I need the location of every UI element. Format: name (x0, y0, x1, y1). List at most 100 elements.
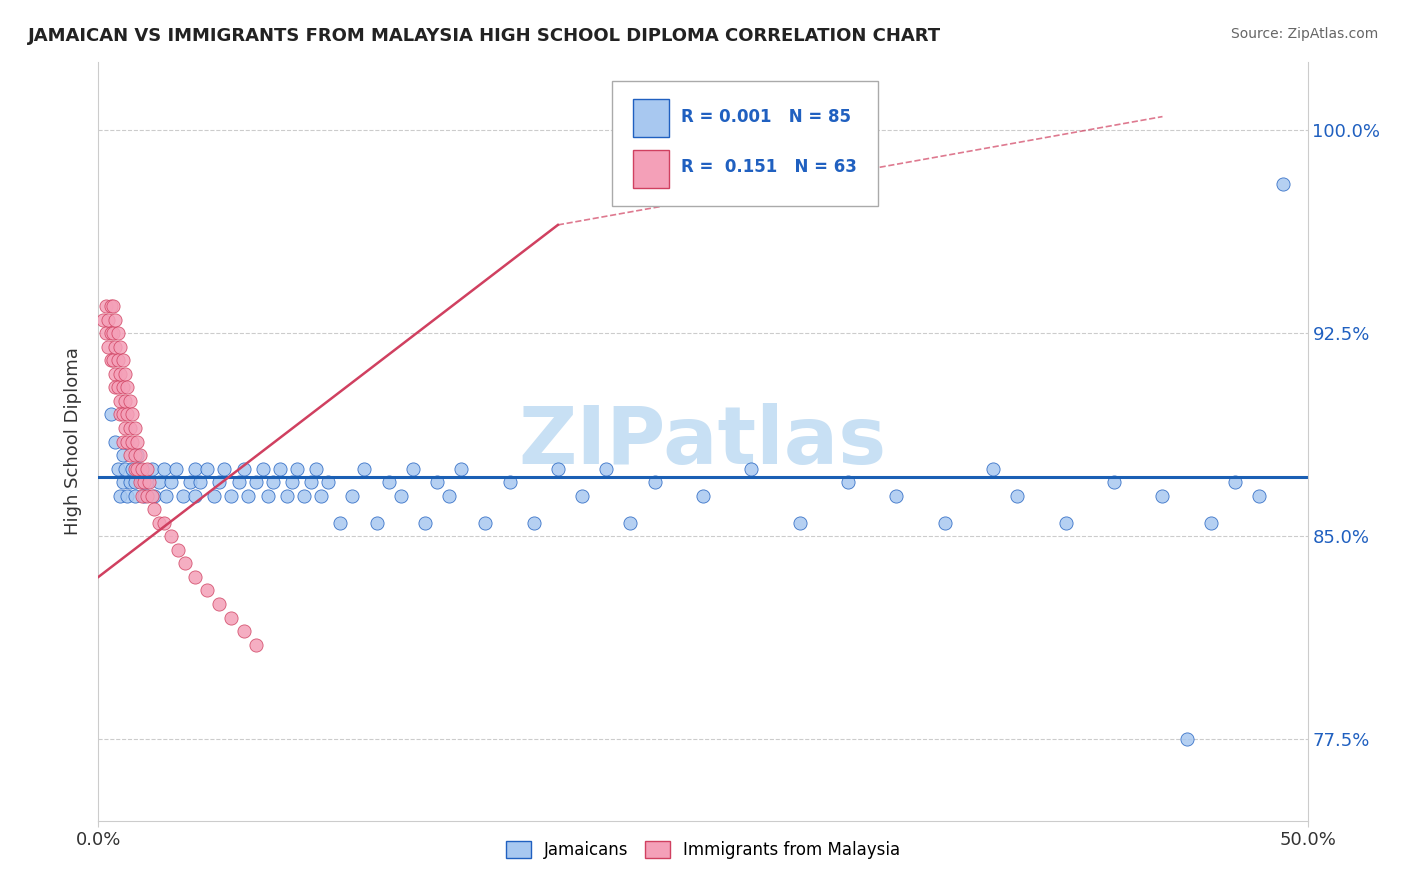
Point (619, 516, 641, 530)
Point (204, 489, 226, 503)
Point (342, 489, 364, 503)
Bar (633, 150, 669, 187)
Point (118, 475, 141, 490)
Point (128, 448, 150, 462)
Point (167, 542, 190, 557)
Point (353, 461, 375, 475)
Point (135, 489, 157, 503)
Point (886, 489, 908, 503)
Point (118, 393, 141, 408)
Point (94, 299, 117, 313)
Point (155, 489, 177, 503)
Point (108, 408, 131, 422)
Point (837, 475, 859, 490)
Point (118, 421, 141, 435)
Point (474, 516, 496, 530)
Point (121, 408, 143, 422)
Point (195, 461, 218, 475)
Point (934, 516, 956, 530)
Y-axis label: High School Diploma: High School Diploma (65, 348, 83, 535)
Point (245, 638, 267, 652)
Point (174, 557, 197, 571)
FancyBboxPatch shape (613, 81, 879, 207)
Point (366, 516, 388, 530)
Point (208, 597, 231, 611)
Point (107, 326, 129, 341)
Point (94, 326, 117, 341)
Point (108, 340, 131, 354)
Point (789, 516, 811, 530)
Point (1054, 516, 1077, 530)
Point (547, 461, 569, 475)
Point (104, 367, 127, 381)
Text: Source: ZipAtlas.com: Source: ZipAtlas.com (1230, 27, 1378, 41)
Point (107, 461, 129, 475)
Point (143, 489, 166, 503)
Point (160, 529, 183, 543)
Point (228, 475, 250, 490)
Point (644, 475, 666, 490)
Point (276, 489, 298, 503)
Point (281, 475, 304, 490)
Point (135, 461, 157, 475)
Point (127, 434, 149, 449)
Point (114, 421, 136, 435)
Point (124, 461, 146, 475)
Point (104, 340, 127, 354)
Point (389, 489, 412, 503)
Point (152, 516, 174, 530)
Point (402, 461, 425, 475)
Point (262, 475, 284, 490)
Point (143, 502, 166, 516)
Text: R =  0.151   N = 63: R = 0.151 N = 63 (682, 158, 858, 176)
Point (377, 475, 399, 490)
Point (131, 489, 153, 503)
Point (108, 489, 131, 503)
Bar (633, 99, 669, 136)
Point (1249, 489, 1271, 503)
Point (97, 340, 120, 354)
Point (329, 516, 352, 530)
Legend: Jamaicans, Immigrants from Malaysia: Jamaicans, Immigrants from Malaysia (499, 834, 907, 865)
Point (292, 489, 315, 503)
Point (221, 489, 243, 503)
Point (184, 570, 207, 584)
Point (114, 393, 136, 408)
Point (124, 475, 146, 490)
Point (232, 624, 254, 638)
Point (118, 448, 141, 462)
Point (188, 475, 211, 490)
Point (100, 326, 122, 341)
Point (285, 461, 308, 475)
Point (740, 461, 762, 475)
Point (138, 475, 160, 490)
Point (232, 461, 254, 475)
Point (107, 353, 129, 368)
Point (1223, 475, 1246, 490)
Point (299, 475, 322, 490)
Point (1272, 178, 1295, 192)
Point (141, 461, 163, 475)
Point (117, 408, 139, 422)
Point (104, 312, 127, 326)
Point (101, 299, 124, 313)
Point (184, 461, 207, 475)
Point (152, 461, 174, 475)
Point (114, 367, 136, 381)
Point (212, 461, 235, 475)
Point (101, 353, 124, 368)
Point (111, 475, 134, 490)
Text: R = 0.001   N = 85: R = 0.001 N = 85 (682, 108, 851, 126)
Point (104, 380, 127, 394)
Point (256, 489, 278, 503)
Point (426, 475, 449, 490)
Point (111, 408, 134, 422)
Point (1175, 732, 1198, 747)
Point (523, 516, 546, 530)
Point (114, 461, 136, 475)
Point (97, 312, 120, 326)
Point (238, 489, 260, 503)
Point (269, 461, 291, 475)
Point (128, 475, 150, 490)
Point (413, 516, 436, 530)
